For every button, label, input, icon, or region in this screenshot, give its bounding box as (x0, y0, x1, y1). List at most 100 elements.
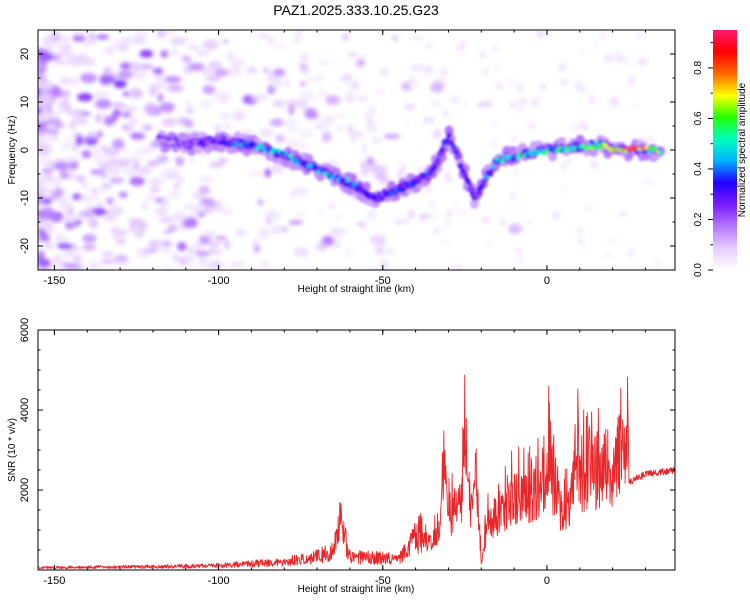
spectrogram-ridge-blob (463, 175, 468, 180)
spectrogram-noise-blob (404, 218, 410, 224)
spectrogram-noise-blob (156, 154, 169, 164)
spectrogram-noise-blob (82, 234, 97, 243)
spectrogram-ridge-blob (343, 182, 348, 187)
spectrogram-noise-blob (481, 68, 489, 76)
spectrogram-ridge-blob (469, 198, 479, 209)
spectrogram-ridge (155, 125, 666, 209)
spectrogram-noise-blob (440, 67, 448, 78)
spectrogram-noise-blob (61, 215, 75, 222)
spectrogram-noise-blob (58, 51, 76, 59)
colorbar-gradient (713, 30, 737, 270)
spectrogram-noise-blob (347, 90, 353, 98)
spectrogram-noise-blob (99, 74, 116, 84)
spectrogram-noise-blob (38, 96, 52, 107)
spectrogram-ridge-blob (267, 146, 272, 152)
spectrogram-noise-blob (219, 111, 232, 121)
spectrogram-ridge-blob (357, 187, 362, 192)
spectrogram-noise-blob (38, 182, 44, 194)
spectrogram-noise-blob (43, 242, 55, 249)
spectrogram-noise-blob (96, 130, 103, 138)
spectrogram-noise-blob (62, 89, 71, 99)
spectrogram-noise-blob (453, 264, 463, 270)
spectrogram-noise-blob (169, 189, 181, 199)
spectrogram-noise-blob (444, 171, 452, 183)
spectrogram-ridge-blob (469, 191, 475, 197)
spectrogram-noise-blob (93, 151, 100, 159)
spectrogram-noise-blob (333, 60, 339, 67)
spectrogram-noise-blob (413, 81, 420, 88)
spectrogram-noise-blob (143, 194, 157, 203)
spectrogram-noise-blob (347, 51, 357, 58)
spectrogram-noise-blob (251, 94, 268, 102)
spectrogram-noise-blob (104, 46, 115, 56)
spectrogram-noise-blob (288, 104, 294, 116)
spectrogram-noise-blob (39, 158, 45, 168)
spectrogram-noise-blob (293, 35, 302, 44)
spectrogram-ridge-blob (379, 194, 386, 202)
spectrogram-noise-blob (183, 35, 190, 42)
spectrogram-noise-blob (423, 117, 435, 123)
spectrogram-noise-blob (78, 193, 95, 204)
spectrogram-noise-blob (425, 43, 433, 50)
spectrogram-noise-blob (493, 63, 499, 71)
spectrogram-noise-blob (127, 62, 144, 68)
spectrogram-ridge-blob (490, 164, 495, 169)
spectrogram-noise-blob (479, 52, 486, 58)
spectrogram-noise-blob (515, 83, 525, 93)
spectrogram-noise-blob (72, 142, 78, 153)
spectrogram-noise-blob (627, 249, 635, 259)
spectrogram-noise-blob (515, 248, 522, 254)
spectrogram-ridge-blob (283, 151, 289, 156)
spectrogram-noise-blob (51, 39, 68, 48)
spectrogram-noise-blob (164, 174, 181, 179)
spectrogram-noise-blob (235, 228, 247, 238)
spectrogram-noise-blob (164, 228, 172, 235)
y-tick-label: 20 (19, 48, 31, 60)
x-tick-label: -50 (375, 575, 391, 587)
spectrogram-noise-blob (274, 43, 288, 50)
spectrogram-noise-blob (293, 247, 310, 257)
spectrogram-noise-blob (38, 82, 53, 89)
spectrogram-ridge-blob (446, 133, 452, 139)
spectrogram-noise-blob (217, 203, 224, 209)
spectrogram-noise-blob (164, 76, 181, 83)
spectrogram-noise-blob (155, 197, 164, 203)
spectrogram-noise-blob (527, 219, 532, 226)
spectrogram-noise-blob (265, 218, 272, 225)
spectrogram-noise-blob (283, 118, 299, 128)
spectrogram-noise-blob (539, 82, 546, 91)
spectrogram-noise-blob (188, 265, 197, 270)
spectrogram-noise-blob (306, 76, 317, 84)
spectrogram-noise-blob (491, 121, 497, 127)
spectrogram-noise-blob (267, 85, 275, 95)
spectrogram-noise-blob (182, 217, 198, 228)
spectrogram-noise-blob (252, 238, 259, 246)
spectrogram-noise-blob (49, 89, 64, 98)
x-tick-label: -150 (43, 575, 65, 587)
spectrogram-noise-blob (462, 101, 468, 106)
spectrogram-noise-blob (455, 43, 465, 52)
spectrogram-noise-blob (185, 107, 195, 114)
spectrogram-noise-blob (360, 170, 367, 175)
spectrogram-noise-blob (157, 93, 164, 102)
spectrogram-noise-blob (500, 218, 506, 227)
figure-title: PAZ1.2025.333.10.25.G23 (273, 2, 439, 18)
spectrogram-ridge-blob (525, 154, 530, 159)
spectrogram-noise-blob (418, 214, 426, 223)
spectrogram-noise-blob (356, 94, 369, 103)
spectrogram-noise-blob (248, 171, 264, 177)
spectrogram-noise-blob (367, 156, 374, 166)
spectrogram-noise-blob (222, 124, 233, 129)
spectrogram-noise-blob (38, 137, 44, 149)
colorbar-tick-label: 0.2 (693, 212, 704, 226)
spectrogram-ridge-blob (644, 145, 649, 150)
spectrogram-noise-blob (43, 112, 51, 121)
spectrogram-noise-blob (184, 100, 191, 107)
spectrogram-noise-blob (140, 64, 154, 69)
spectrogram-noise-blob (147, 160, 160, 167)
spectrogram-noise-blob (199, 100, 214, 108)
y-tick-label: 10 (19, 96, 31, 108)
spectrogram-ridge-blob (221, 136, 226, 141)
spectrogram-noise-blob (69, 108, 82, 119)
spectrogram-noise-blob (189, 63, 205, 71)
